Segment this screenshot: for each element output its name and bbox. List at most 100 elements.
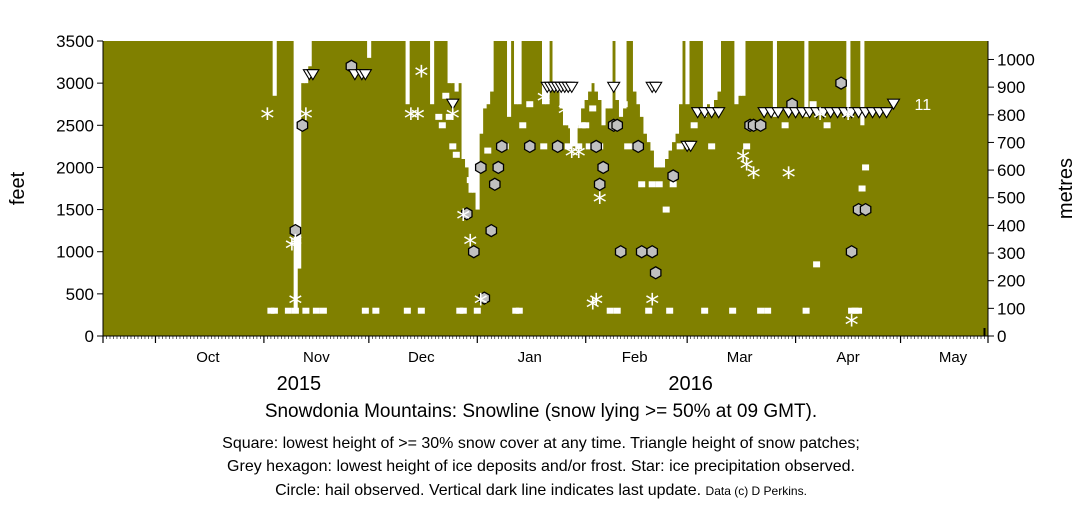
snowline-column — [576, 41, 582, 126]
square-marker — [372, 307, 380, 314]
square-marker — [757, 307, 765, 314]
square-marker — [575, 143, 583, 150]
snowline-column — [674, 41, 680, 134]
snowline-column — [846, 41, 851, 117]
square-marker — [291, 307, 299, 314]
snowline-column — [636, 41, 641, 105]
snowline-column — [622, 41, 627, 109]
square-marker — [361, 307, 369, 314]
square-marker — [662, 206, 670, 213]
snowline-column — [367, 41, 372, 58]
x-tick-label: Apr — [836, 349, 859, 366]
hexagon-marker — [474, 160, 487, 175]
legend-note-1: Square: lowest height of >= 30% snow cov… — [222, 435, 860, 452]
snowline-column — [297, 41, 302, 269]
hexagon-marker — [551, 139, 564, 154]
legend-note-2: Grey hexagon: lowest height of ice depos… — [227, 458, 855, 475]
square-marker — [620, 101, 628, 108]
hexagon-marker — [859, 202, 872, 217]
y-tick-label-metres: 400 — [997, 216, 1025, 235]
square-marker — [645, 307, 653, 314]
snowline-column — [559, 41, 564, 109]
star-marker: * — [414, 60, 428, 93]
legend-note-3: Circle: hail observed. Vertical dark lin… — [0, 482, 1082, 500]
triangle-marker — [606, 81, 621, 94]
snowline-column — [580, 41, 585, 109]
snowline-column — [716, 41, 722, 92]
snowline-column — [542, 41, 547, 105]
square-marker — [270, 307, 278, 314]
snowline-column — [678, 41, 683, 105]
square-marker — [417, 307, 425, 314]
hexagon-marker — [467, 244, 480, 259]
triangle-marker — [879, 107, 894, 119]
square-marker — [459, 307, 467, 314]
hexagon-marker — [632, 139, 645, 154]
square-marker — [571, 122, 579, 129]
square-marker — [708, 143, 716, 150]
square-marker — [582, 122, 590, 129]
square-marker — [473, 307, 481, 314]
y-axis-label-metres: metres — [1055, 158, 1077, 219]
snowline-column — [475, 41, 480, 210]
hexagon-marker — [590, 139, 603, 154]
snowline-column — [573, 41, 578, 147]
y-tick-label-feet: 0 — [85, 327, 94, 346]
star-marker: * — [572, 140, 586, 173]
snowline-column — [608, 41, 613, 109]
snowline-column — [615, 41, 620, 100]
star-marker: * — [411, 102, 425, 135]
star-marker: * — [589, 287, 603, 320]
hexagon-marker — [754, 118, 767, 133]
y-tick-label-metres: 700 — [997, 133, 1025, 152]
y-tick-label-metres: 600 — [997, 161, 1025, 180]
star-marker: * — [813, 102, 827, 135]
snowline-column — [569, 41, 575, 147]
square-marker — [606, 307, 614, 314]
hexagon-marker — [485, 223, 498, 238]
snowline-column — [653, 41, 659, 168]
snowline-column — [430, 41, 435, 105]
snowline-column — [454, 41, 459, 92]
square-marker — [515, 307, 523, 314]
triangle-marker — [305, 69, 320, 81]
snowline-column — [293, 41, 298, 311]
snowline-column — [486, 41, 491, 105]
square-marker — [676, 143, 684, 150]
star-marker: * — [456, 203, 470, 236]
star-marker: * — [845, 308, 859, 341]
square-marker — [638, 181, 646, 188]
square-marker — [302, 307, 310, 314]
square-marker — [690, 122, 698, 129]
star-marker: * — [593, 186, 607, 219]
snowline-column — [713, 41, 718, 100]
x-tick-label: Dec — [408, 349, 435, 366]
square-marker — [655, 181, 663, 188]
y-tick-label-metres: 800 — [997, 106, 1025, 125]
snowline-column — [643, 41, 648, 134]
star-marker: * — [586, 292, 600, 325]
star-marker: * — [736, 144, 750, 177]
snowline-column — [507, 41, 512, 117]
square-marker — [823, 122, 831, 129]
star-marker: * — [747, 161, 761, 194]
snowline-column — [667, 41, 673, 151]
x-tick-label: Nov — [303, 349, 330, 366]
axes: 0 500 1000 1500 2000 2500 3000 3500 0 100 200 300 40… — [56, 32, 1035, 395]
square-marker — [526, 101, 534, 108]
snowline-column — [650, 41, 655, 151]
x-tick-label: Jan — [518, 349, 542, 366]
snowline-column — [594, 41, 599, 92]
square-marker — [701, 307, 709, 314]
snowline-column — [737, 41, 742, 96]
square-marker — [613, 307, 621, 314]
square-marker — [764, 307, 772, 314]
hexagon-marker — [492, 160, 505, 175]
y-axis-label-feet: feet — [7, 171, 29, 205]
snowline-column — [702, 41, 708, 117]
square-marker — [648, 181, 656, 188]
snowline-column — [804, 41, 809, 117]
square-marker — [743, 143, 751, 150]
x-tick-label: Mar — [727, 349, 753, 366]
square-marker — [452, 151, 460, 158]
